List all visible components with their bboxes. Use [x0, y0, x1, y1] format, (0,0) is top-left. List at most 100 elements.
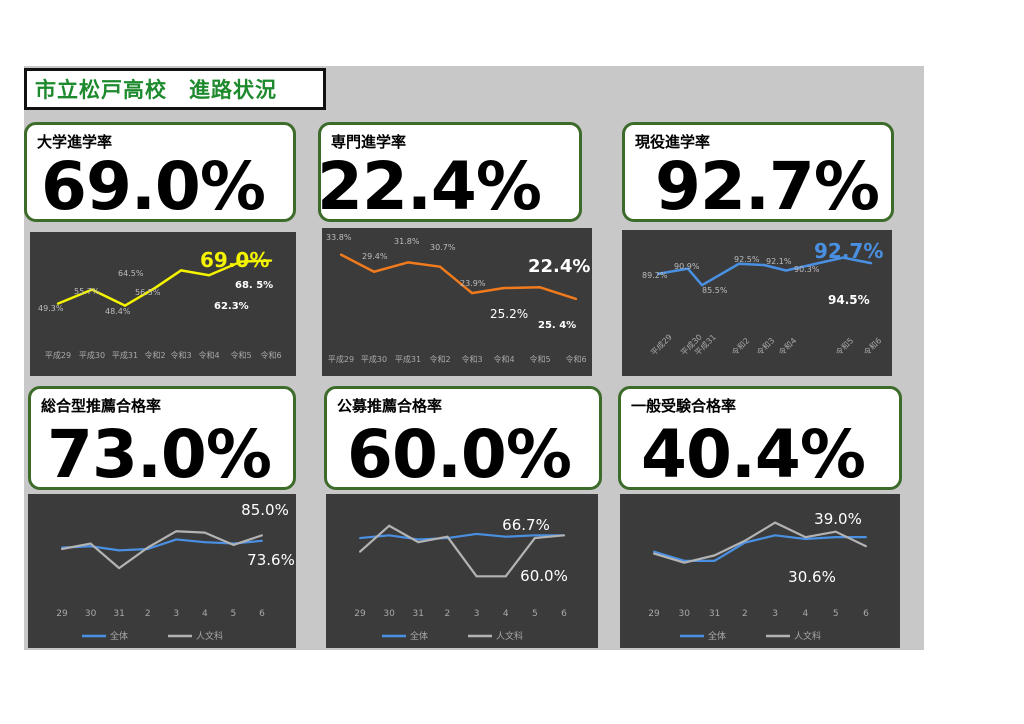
- chart-vocational-rate: 33.8% 29.4% 31.8% 30.7% 23.9% 25.2% 25. 4% 22.4…: [322, 228, 592, 376]
- data-point: [533, 534, 536, 537]
- data-label: 64.5%: [118, 269, 144, 278]
- data-point: [683, 561, 686, 564]
- legend-label: 人文科: [196, 630, 223, 642]
- data-label: 92.5%: [734, 255, 760, 264]
- data-label: 90.3%: [794, 265, 820, 274]
- data-label: 48.4%: [105, 307, 131, 316]
- legend-label: 全体: [708, 630, 726, 642]
- plot-background: [322, 228, 592, 376]
- chart-university-rate: 49.3% 55.7% 48.4% 56.5% 64.5% 62.3% 68. 5% 69.0…: [30, 232, 296, 376]
- data-label: 85.5%: [702, 286, 728, 295]
- data-point: [804, 536, 807, 539]
- data-label: 29.4%: [362, 252, 388, 261]
- data-point: [538, 286, 542, 289]
- card-university-rate: 大学進学率 69.0%: [24, 122, 296, 225]
- data-point: [388, 534, 391, 537]
- data-point: [359, 550, 361, 553]
- x-tick-label: 平成31: [395, 354, 421, 364]
- card-value: 40.4%: [641, 416, 866, 493]
- data-point: [123, 304, 127, 307]
- x-tick-label: 29: [648, 609, 660, 619]
- x-tick-label: 令和2: [429, 354, 450, 364]
- x-tick-label: 31: [413, 609, 424, 619]
- x-tick-label: 4: [803, 609, 809, 619]
- x-tick-label: 30: [383, 609, 395, 619]
- data-label: 30.7%: [430, 243, 456, 252]
- x-tick-label: 6: [561, 609, 567, 619]
- x-tick-label: 平成29: [328, 354, 354, 364]
- data-point: [175, 530, 178, 533]
- legend-label: 人文科: [794, 630, 821, 642]
- data-label: 49.3%: [38, 304, 64, 313]
- x-tick-label: 30: [679, 609, 691, 619]
- data-point: [574, 297, 578, 301]
- plot-background: [28, 494, 296, 648]
- data-point: [653, 550, 655, 553]
- data-point: [446, 535, 449, 538]
- x-tick-label: 31: [113, 609, 124, 619]
- x-tick-label: 4: [503, 609, 509, 619]
- data-point: [804, 537, 807, 540]
- data-point: [737, 262, 741, 265]
- plot-background: [326, 494, 598, 648]
- data-point: [686, 267, 690, 270]
- x-tick-label: 平成30: [79, 350, 105, 360]
- x-tick-label: 4: [202, 609, 208, 619]
- data-label: 33.8%: [326, 233, 352, 242]
- card-public-rate: 公募推薦合格率 60.0%: [324, 386, 602, 493]
- data-label: 66.7%: [502, 516, 550, 534]
- data-point: [656, 272, 660, 276]
- data-point: [261, 539, 263, 542]
- data-label: 22.4%: [528, 256, 590, 277]
- data-point: [713, 559, 716, 562]
- data-label: 69.0%: [200, 248, 269, 272]
- data-point: [533, 537, 536, 540]
- data-label: 25. 4%: [538, 320, 576, 331]
- data-point: [118, 567, 121, 570]
- data-point: [504, 535, 507, 538]
- chart-comprehensive-rate: 85.0% 73.6% 29 30 31 2 3 4 5 6 全体 人文科: [28, 494, 296, 648]
- x-tick-label: 令和3: [461, 354, 482, 364]
- data-point: [774, 521, 777, 524]
- plot-background: [622, 230, 892, 376]
- chart-general-rate: 39.0% 30.6% 29 30 31 2 3 4 5 6 全体 人文科: [620, 494, 900, 648]
- data-point: [146, 546, 149, 549]
- data-point: [869, 261, 873, 265]
- data-label: 73.6%: [247, 551, 295, 569]
- data-point: [865, 536, 867, 539]
- card-title: 現役進学率: [635, 133, 711, 151]
- data-point: [774, 534, 777, 537]
- legend-label: 全体: [410, 630, 428, 642]
- x-tick-label: 5: [231, 609, 237, 619]
- page-title: 市立松戸高校 進路状況: [24, 68, 326, 110]
- data-point: [372, 270, 376, 273]
- data-point: [762, 263, 766, 267]
- chart-current-rate: 89.2% 90.9% 85.5% 92.5% 92.1%90.3% 94.5% 92.7%…: [622, 230, 892, 376]
- legend-label: 全体: [110, 630, 128, 642]
- data-point: [61, 548, 63, 550]
- series-line: [57, 259, 272, 307]
- data-point: [153, 286, 157, 290]
- x-tick-label: 3: [772, 609, 778, 619]
- data-point: [232, 543, 235, 546]
- data-point: [359, 537, 361, 540]
- data-point: [89, 542, 92, 545]
- x-tick-label: 6: [259, 609, 265, 619]
- x-tick-label: 31: [709, 609, 720, 619]
- card-value: 60.0%: [347, 416, 572, 493]
- data-label: 39.0%: [814, 510, 862, 528]
- data-point: [417, 538, 420, 541]
- data-point: [700, 283, 704, 287]
- data-point: [89, 545, 92, 548]
- data-label: 31.8%: [394, 237, 420, 246]
- data-point: [470, 291, 474, 295]
- x-tick-label: 2: [145, 609, 151, 619]
- x-tick-label: 令和2: [144, 350, 165, 360]
- data-point: [239, 260, 243, 263]
- data-label: 92.1%: [766, 257, 792, 266]
- card-title: 大学進学率: [37, 133, 113, 151]
- x-tick-label: 30: [85, 609, 97, 619]
- data-point: [269, 259, 273, 262]
- series-line: [61, 530, 263, 570]
- data-point: [784, 269, 788, 272]
